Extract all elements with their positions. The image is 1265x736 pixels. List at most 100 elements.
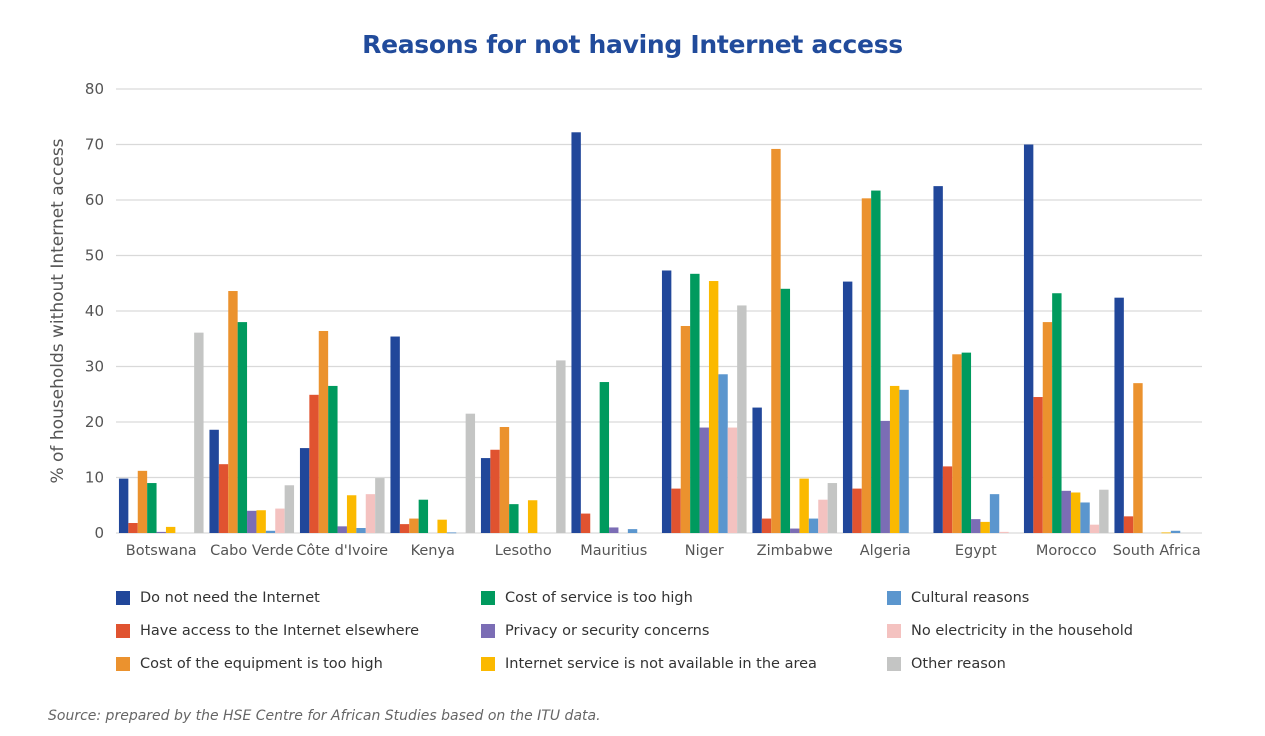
x-category-label: Algeria: [860, 543, 911, 559]
bar: [818, 499, 828, 533]
bar: [1123, 516, 1134, 533]
legend-label: Have access to the Internet elsewhere: [140, 623, 420, 639]
bar: [999, 531, 1009, 533]
bar: [337, 526, 347, 533]
bar: [356, 528, 366, 533]
legend-swatch: [116, 657, 130, 671]
legend-item: Do not need the Internet: [116, 590, 320, 606]
y-tick-label: 20: [85, 413, 104, 431]
bar: [284, 485, 295, 533]
legend-label: Privacy or security concerns: [505, 623, 710, 639]
bar: [961, 352, 972, 533]
bar: [256, 510, 266, 533]
bar: [409, 518, 419, 533]
bar: [1161, 532, 1171, 534]
bar: [309, 394, 319, 533]
bar: [375, 478, 385, 533]
bar: [989, 494, 1000, 533]
bar: [780, 288, 791, 533]
bar: [1052, 293, 1062, 533]
bar: [761, 518, 772, 533]
bar: [727, 427, 738, 533]
y-tick-label: 0: [94, 524, 104, 542]
bar: [156, 531, 166, 533]
bar: [1170, 530, 1181, 533]
legend-swatch: [116, 591, 130, 605]
bar: [690, 273, 700, 533]
bar: [771, 148, 781, 533]
bar: [365, 494, 376, 533]
bar: [490, 449, 500, 533]
x-category-label: Zimbabwe: [757, 543, 833, 559]
legend-item: Internet service is not available in the…: [481, 656, 817, 672]
legend-swatch: [887, 591, 901, 605]
bar: [137, 470, 148, 533]
bar: [228, 291, 238, 533]
legend-item: Have access to the Internet elsewhere: [116, 623, 419, 639]
bar: [880, 420, 890, 533]
bar: [218, 464, 229, 533]
bar: [346, 495, 357, 533]
bar: [827, 483, 838, 533]
bar: [265, 530, 276, 533]
bar: [933, 186, 943, 533]
legend-item: Cultural reasons: [887, 590, 1029, 606]
bar: [1023, 144, 1034, 533]
source-note: Source: prepared by the HSE Centre for A…: [48, 708, 601, 724]
bar-chart: 0 10 20 30 40 50 60 70 80 % of households withou…: [48, 80, 1202, 559]
bars: [118, 132, 1181, 534]
x-category-label: Lesotho: [495, 543, 552, 559]
bar: [509, 504, 519, 533]
legend-item: Other reason: [887, 656, 1006, 672]
bar: [480, 458, 491, 533]
bar: [790, 528, 800, 533]
bar: [556, 360, 566, 533]
bar: [1080, 502, 1090, 533]
bar: [871, 190, 881, 533]
bar: [752, 407, 762, 533]
bar: [237, 322, 248, 533]
bar: [980, 521, 990, 533]
x-category-label: Kenya: [411, 543, 455, 559]
bar: [1099, 489, 1109, 533]
bar: [680, 325, 691, 533]
legend-item: Cost of service is too high: [481, 590, 693, 606]
legend-swatch: [887, 657, 901, 671]
x-axis-categories: Botswana Cabo Verde Côte d'Ivoire Kenya Leso…: [126, 543, 1201, 559]
bar: [318, 330, 329, 533]
legend-label: Do not need the Internet: [140, 590, 320, 606]
bar: [942, 466, 953, 533]
legend-label: No electricity in the household: [911, 623, 1133, 639]
bar: [1089, 524, 1100, 533]
y-tick-label: 80: [85, 80, 104, 98]
legend-swatch: [887, 624, 901, 638]
bar: [627, 529, 638, 533]
y-axis-label: % of households without Internet access: [48, 138, 68, 483]
bar: [247, 510, 257, 533]
bar: [661, 270, 672, 533]
bar: [275, 508, 285, 533]
bar: [737, 305, 747, 533]
y-tick-label: 60: [85, 191, 104, 209]
bar: [1070, 492, 1081, 533]
legend-swatch: [481, 591, 495, 605]
bar: [799, 478, 809, 533]
bar: [299, 448, 310, 533]
x-category-label: Mauritius: [580, 543, 647, 559]
bar: [609, 527, 619, 533]
bar: [527, 500, 538, 533]
y-axis-ticks: 0 10 20 30 40 50 60 70 80: [85, 80, 104, 542]
bar: [971, 519, 981, 533]
bar: [399, 524, 410, 533]
bar: [808, 518, 819, 533]
bar: [465, 413, 476, 533]
bar: [194, 332, 204, 533]
bar: [128, 523, 138, 533]
bar: [418, 499, 429, 533]
gridlines: [116, 88, 1202, 534]
bar: [390, 336, 400, 533]
y-tick-label: 70: [85, 136, 104, 154]
bar: [852, 488, 862, 533]
bar: [1033, 397, 1043, 533]
legend-swatch: [481, 624, 495, 638]
